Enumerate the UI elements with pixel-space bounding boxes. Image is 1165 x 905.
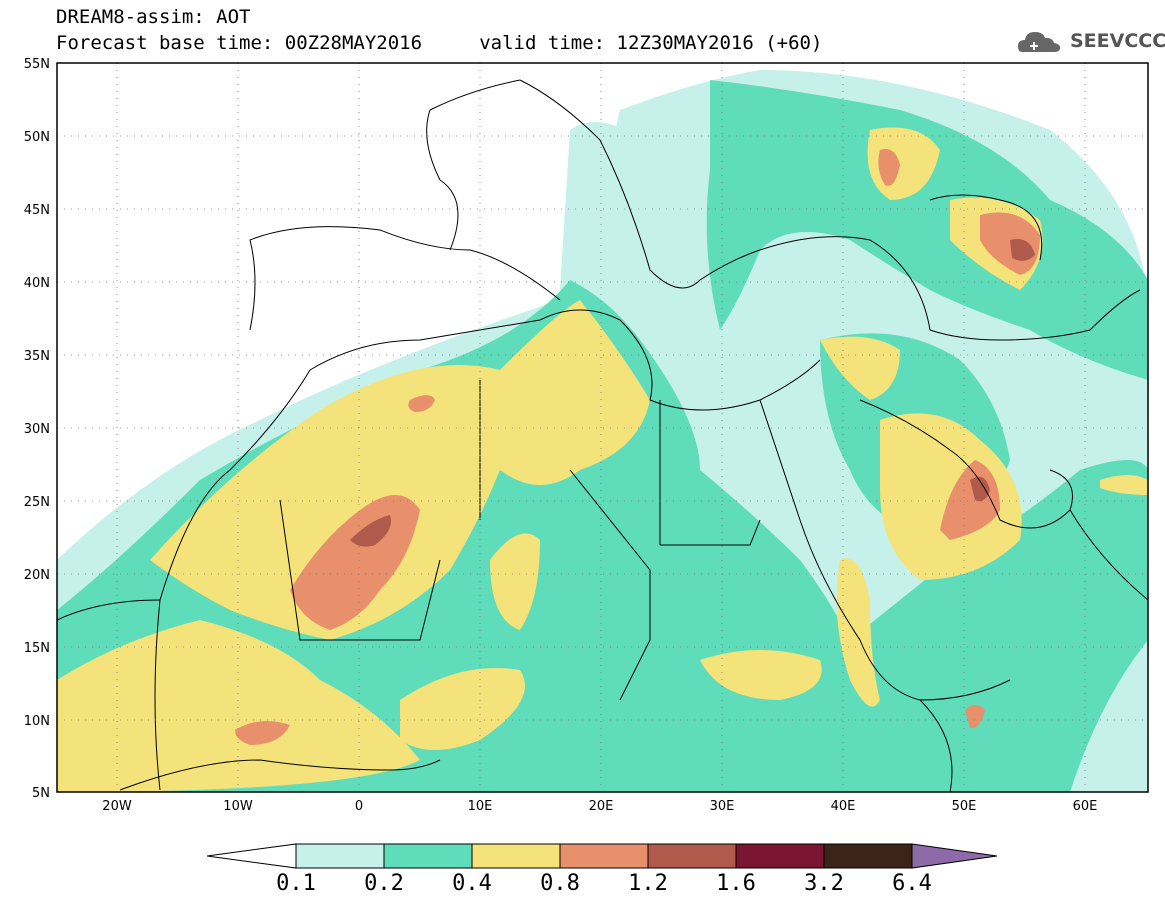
colorbar-label: 0.1 bbox=[276, 871, 316, 896]
colorbar-segment bbox=[559, 843, 649, 869]
lon-label: 10W bbox=[223, 799, 253, 814]
lat-label: 5N bbox=[32, 786, 50, 801]
colorbar-high-arrow bbox=[911, 843, 998, 869]
lon-label: 60E bbox=[1073, 799, 1098, 814]
grid-lines bbox=[57, 63, 1148, 792]
colorbar-label: 6.4 bbox=[892, 871, 932, 896]
map-frame bbox=[56, 62, 1149, 793]
colorbar-segment bbox=[735, 843, 825, 869]
lon-label: 30E bbox=[710, 799, 735, 814]
colorbar-segment bbox=[823, 843, 913, 869]
colorbar-label: 1.6 bbox=[716, 871, 756, 896]
lat-label: 35N bbox=[24, 349, 50, 364]
colorbar-segment bbox=[471, 843, 561, 869]
lon-label: 40E bbox=[831, 799, 856, 814]
lon-label: 0 bbox=[355, 799, 363, 814]
colorbar-segment bbox=[647, 843, 737, 869]
colorbar-label: 3.2 bbox=[804, 871, 844, 896]
colorbar-label: 0.8 bbox=[540, 871, 580, 896]
lon-label: 50E bbox=[952, 799, 977, 814]
lat-label: 10N bbox=[24, 714, 50, 729]
lat-label: 25N bbox=[24, 495, 50, 510]
colorbar-segment bbox=[295, 843, 385, 869]
colorbar-label: 0.2 bbox=[364, 871, 404, 896]
coastlines bbox=[57, 79, 1148, 792]
lat-label: 20N bbox=[24, 568, 50, 583]
colorbar-segment bbox=[383, 843, 473, 869]
logo-text: SEEVCCC bbox=[1070, 30, 1165, 52]
colorbar-label: 0.4 bbox=[452, 871, 492, 896]
lat-label: 50N bbox=[24, 130, 50, 145]
lon-label: 20W bbox=[102, 799, 132, 814]
lat-label: 15N bbox=[24, 641, 50, 656]
lon-label: 10E bbox=[468, 799, 493, 814]
colorbar bbox=[206, 843, 998, 869]
lat-label: 55N bbox=[24, 57, 50, 72]
aot-field bbox=[57, 63, 1148, 792]
map-title: DREAM8-assim: AOT bbox=[56, 6, 251, 28]
lat-label: 40N bbox=[24, 276, 50, 291]
lat-label: 30N bbox=[24, 422, 50, 437]
map-subtitle: Forecast base time: 00Z28MAY2016 valid t… bbox=[56, 32, 823, 54]
colorbar-low-arrow bbox=[206, 843, 297, 869]
colorbar-label: 1.2 bbox=[628, 871, 668, 896]
cloud-logo-icon bbox=[1018, 32, 1061, 52]
lon-label: 20E bbox=[589, 799, 614, 814]
lat-label: 45N bbox=[24, 203, 50, 218]
